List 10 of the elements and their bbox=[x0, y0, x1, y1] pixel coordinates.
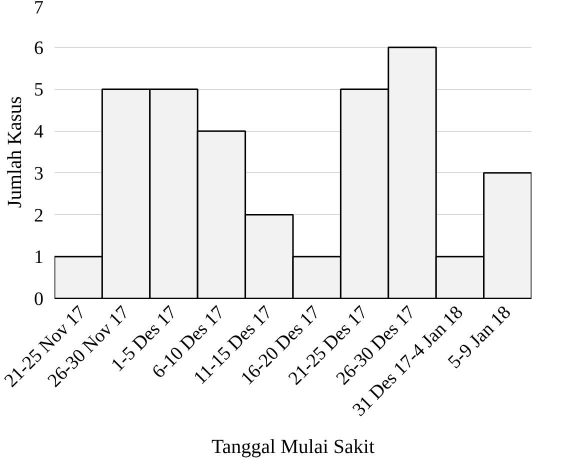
y-tick-label: 4 bbox=[34, 122, 44, 143]
x-axis-title: Tanggal Mulai Sakit bbox=[211, 436, 375, 458]
y-tick-label: 1 bbox=[34, 247, 44, 268]
y-axis-title: Jumlah Kasus bbox=[4, 96, 26, 208]
y-tick-label: 2 bbox=[34, 205, 44, 226]
y-tick-label: 7 bbox=[34, 0, 44, 18]
y-tick-label: 3 bbox=[34, 163, 44, 184]
y-tick-label: 0 bbox=[34, 289, 44, 310]
y-tick-label: 5 bbox=[34, 80, 44, 101]
y-tick-label: 6 bbox=[34, 38, 44, 59]
